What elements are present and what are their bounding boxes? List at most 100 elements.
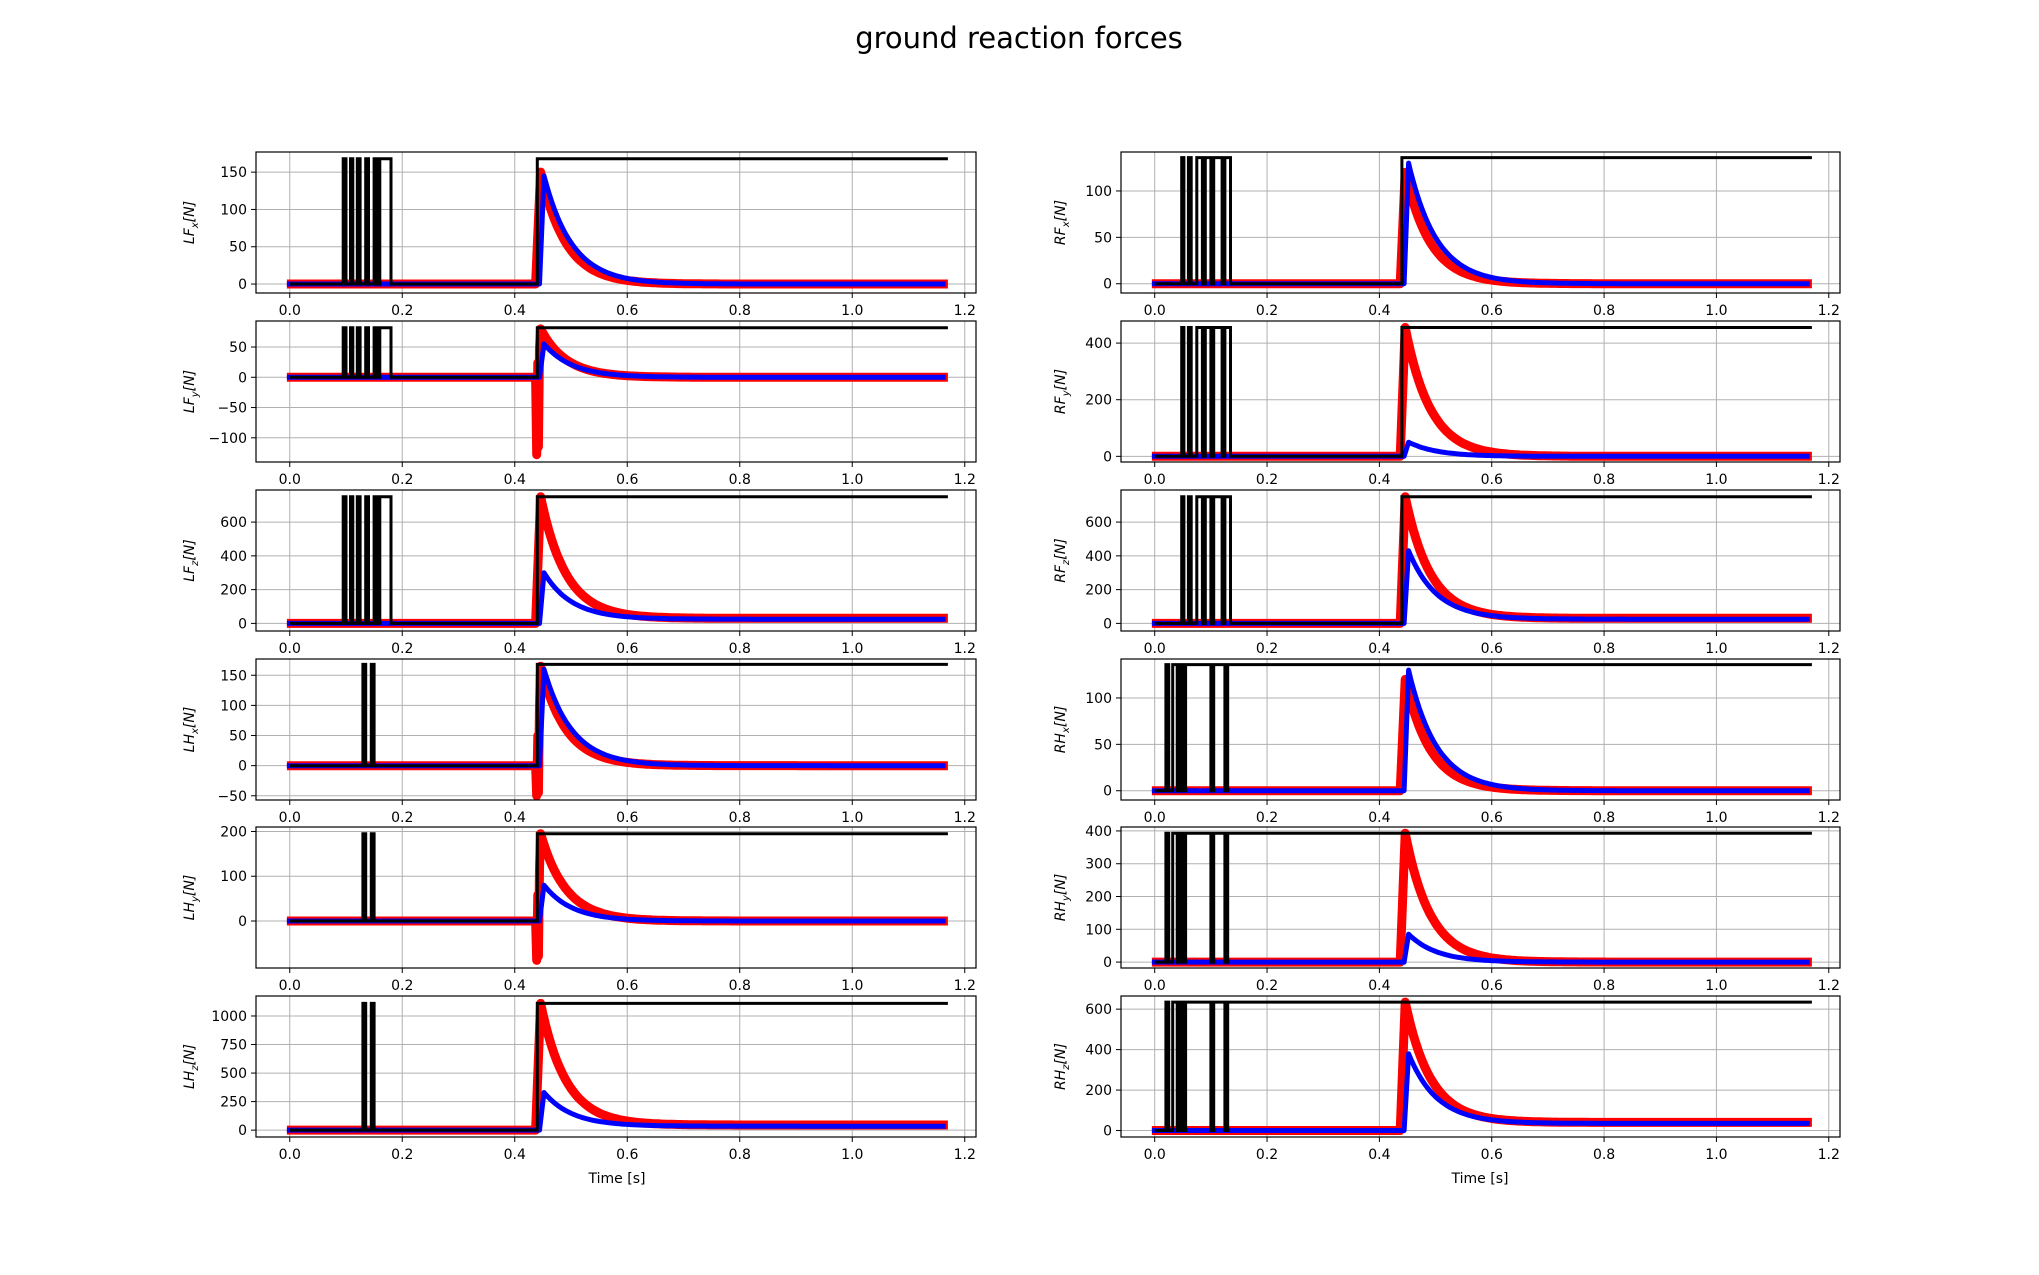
y-axis-label-unit: [N] <box>182 1044 198 1065</box>
x-tick-label: 0.4 <box>1368 810 1390 826</box>
series-line-blue <box>1151 160 1810 287</box>
x-tick-label: 0.2 <box>391 472 413 488</box>
x-tick-label: 0.6 <box>616 472 638 488</box>
series-line-blue <box>286 882 946 924</box>
y-tick-label: 200 <box>220 583 247 599</box>
plot-area <box>1121 152 1840 293</box>
x-tick-label: 0.0 <box>279 303 301 319</box>
y-tick-label: 200 <box>220 824 247 840</box>
x-tick-label: 0.0 <box>279 1147 301 1163</box>
subplot-RFx: 0.0 0.2 0.4 0.6 0.8 1.0 1.2 0 50 100 RFx[N] <box>1053 151 1841 319</box>
x-tick-label: 0.2 <box>391 1147 413 1163</box>
y-axis-label-sub: z <box>190 1065 201 1072</box>
plot-area <box>256 152 976 293</box>
x-tick-label: 0.2 <box>1256 810 1278 826</box>
x-tick-label: 0.2 <box>391 303 413 319</box>
x-tick-label: 0.4 <box>504 303 526 319</box>
y-tick-label: 50 <box>229 729 247 745</box>
x-tick-label: 0.8 <box>1593 810 1615 826</box>
x-tick-label: 0.2 <box>391 978 413 994</box>
x-tick-label: 1.2 <box>1818 472 1840 488</box>
y-tick-label: 0 <box>238 759 247 775</box>
y-tick-label: 200 <box>1085 583 1112 599</box>
x-tick-label: 1.0 <box>841 1147 863 1163</box>
y-axis-label: RHz[N] <box>1053 1043 1072 1090</box>
y-tick-label: 100 <box>220 869 247 885</box>
x-tick-label: 0.4 <box>1368 641 1390 657</box>
x-tick-label: 0.0 <box>1144 810 1166 826</box>
y-axis-label: RFy[N] <box>1053 369 1072 414</box>
y-tick-label: 0 <box>1103 955 1112 971</box>
x-tick-label: 0.4 <box>504 641 526 657</box>
x-tick-label: 0.2 <box>1256 641 1278 657</box>
y-axis-label-main: RF <box>1053 564 1069 583</box>
series-group <box>286 324 950 460</box>
x-tick-label: 1.0 <box>841 641 863 657</box>
subplot-LHy: 0.0 0.2 0.4 0.6 0.8 1.0 1.2 0 100 200 LHy[N] <box>182 824 977 994</box>
y-axis-label-sub: x <box>1061 727 1072 734</box>
x-tick-label: 0.0 <box>279 472 301 488</box>
y-tick-label: 0 <box>238 277 247 293</box>
y-axis-label-sub: z <box>190 560 201 567</box>
x-tick-label: 0.0 <box>279 810 301 826</box>
contact-signal-line <box>289 1001 948 1132</box>
y-tick-label: 200 <box>1085 393 1112 409</box>
x-tick-label: 0.4 <box>504 472 526 488</box>
x-tick-label: 1.2 <box>954 472 976 488</box>
y-axis-label-unit: [N] <box>182 539 198 560</box>
series-line-blue <box>286 173 946 287</box>
y-axis-label: RHy[N] <box>1053 874 1072 922</box>
contact-signal-line <box>289 326 948 379</box>
plot-area <box>1121 659 1840 800</box>
x-tick-label: 0.6 <box>616 810 638 826</box>
y-axis-label: LHy[N] <box>182 875 201 921</box>
y-tick-label: 0 <box>1103 784 1112 800</box>
contact-signal-line <box>1154 831 1812 964</box>
x-tick-label: 1.0 <box>841 472 863 488</box>
y-axis-label: LFy[N] <box>182 370 201 413</box>
contact-signal-line <box>1154 495 1812 625</box>
y-tick-label: 0 <box>1103 1124 1112 1140</box>
axes-frame <box>255 489 977 632</box>
y-tick-label: 100 <box>1085 922 1112 938</box>
series-group <box>1151 997 1814 1135</box>
x-tick-label: 0.0 <box>1144 1147 1166 1163</box>
subplot-LFy: 0.0 0.2 0.4 0.6 0.8 1.0 1.2 −100 −50 0 50 LFy[N] <box>182 320 977 488</box>
series-group <box>286 661 950 800</box>
x-tick-label: 1.0 <box>1705 303 1727 319</box>
x-axis-label-left: Time [s] <box>588 1171 646 1187</box>
contact-signal-line <box>1154 1000 1812 1132</box>
x-tick-label: 1.0 <box>1705 641 1727 657</box>
y-tick-label: 50 <box>229 240 247 256</box>
axes-frame <box>1120 995 1841 1138</box>
x-tick-label: 1.2 <box>954 810 976 826</box>
y-tick-label: 150 <box>220 668 247 684</box>
series-line-blue <box>1151 667 1810 794</box>
x-tick-label: 0.8 <box>1593 1147 1615 1163</box>
y-tick-label: −50 <box>217 401 247 417</box>
series-group <box>1151 323 1814 461</box>
series-group <box>1151 663 1814 796</box>
contact-signal-line <box>289 157 948 286</box>
y-tick-label: 750 <box>220 1038 247 1054</box>
x-tick-label: 0.6 <box>1481 978 1503 994</box>
subplot-RHy: 0.0 0.2 0.4 0.6 0.8 1.0 1.2 0 100 200 300 400 RHy[N] <box>1053 824 1841 994</box>
series-group <box>286 998 950 1135</box>
y-axis-label-sub: x <box>190 222 201 229</box>
subplot-RFz: 0.0 0.2 0.4 0.6 0.8 1.0 1.2 0 200 400 600 RFz[N] <box>1053 489 1841 657</box>
y-tick-label: 0 <box>1103 616 1112 632</box>
y-axis-label-sub: z <box>1061 1064 1072 1071</box>
contact-signal-line <box>1154 326 1812 458</box>
x-tick-label: 0.4 <box>1368 472 1390 488</box>
x-tick-label: 0.0 <box>1144 641 1166 657</box>
series-group <box>1151 156 1814 289</box>
y-tick-label: −100 <box>209 431 247 447</box>
x-tick-label: 0.2 <box>1256 472 1278 488</box>
y-tick-label: 100 <box>220 202 247 218</box>
y-tick-label: 400 <box>1085 824 1112 840</box>
y-tick-label: −50 <box>217 789 247 805</box>
y-tick-label: 150 <box>220 165 247 181</box>
y-tick-label: 400 <box>1085 1043 1112 1059</box>
y-axis-label-main: LH <box>182 734 198 753</box>
y-tick-label: 400 <box>1085 336 1112 352</box>
